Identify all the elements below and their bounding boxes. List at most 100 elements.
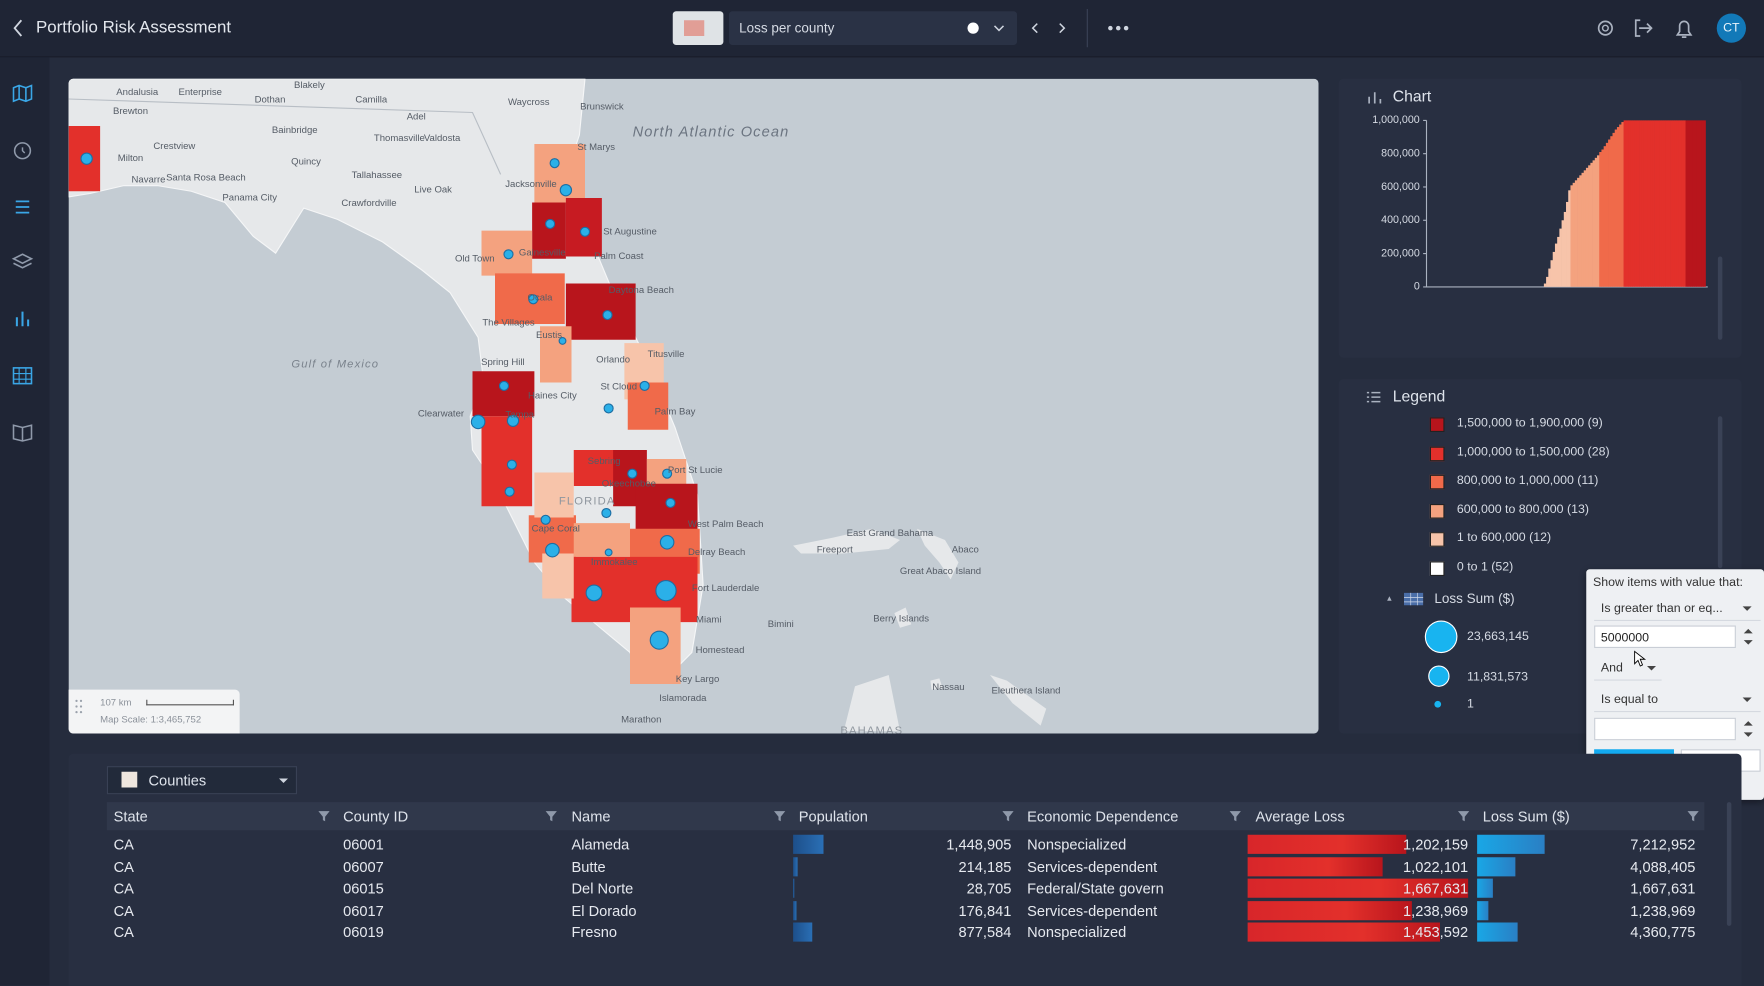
nav-arrows[interactable]: [1024, 17, 1074, 40]
chart: 0 200,000 400,000 600,000 800,000 1,000,000: [1372, 114, 1708, 293]
path: [1743, 628, 1753, 645]
size-legend-icon[interactable]: [1384, 590, 1429, 608]
table-cell: El Dorado: [571, 902, 637, 919]
cell-bar: [1477, 834, 1545, 854]
circle: [79, 699, 83, 702]
map-label: BAHAMAS: [840, 725, 903, 733]
sidebar-icons[interactable]: [9, 81, 36, 452]
bar: [1577, 177, 1580, 287]
y-tick-label: 600,000: [1381, 181, 1420, 193]
joiner-dropdown[interactable]: And: [1594, 656, 1662, 681]
size-legend-symbols: [1424, 620, 1458, 708]
table-cell: 4,360,775: [1630, 924, 1696, 941]
map-label: Milton: [118, 153, 143, 164]
column-filter[interactable]: [1229, 809, 1243, 823]
layer-controls[interactable]: [963, 17, 1013, 40]
map-label: Ocala: [528, 293, 554, 304]
table-cell: 06015: [343, 879, 384, 897]
map[interactable]: Andalusia Enterprise Blakely Dothan Camilla W…: [68, 78, 1319, 734]
table-cell: Alameda: [571, 835, 630, 853]
column-filter[interactable]: [1457, 809, 1471, 823]
path: [1059, 23, 1066, 34]
bar: [1639, 120, 1642, 287]
avatar[interactable]: CT: [1716, 13, 1746, 43]
scale-bar: [146, 699, 234, 706]
value-input[interactable]: [1594, 717, 1736, 741]
scale-text: Map Scale: 1:3,465,752: [100, 713, 202, 725]
size-legend-title: Loss Sum ($): [1434, 590, 1515, 607]
map-label: Sebring: [588, 456, 621, 467]
layer-thumbnail[interactable]: [672, 11, 724, 45]
table-cell: 4,088,405: [1630, 857, 1696, 875]
map-label: Crawfordville: [341, 198, 396, 209]
circle: [80, 152, 93, 165]
circle: [504, 486, 515, 497]
bar: [1676, 120, 1680, 287]
polygon: [843, 675, 900, 732]
map-label: Cape Coral: [532, 523, 580, 534]
path: [15, 311, 30, 327]
column-filter[interactable]: [545, 809, 559, 823]
map-label: Gainesville: [519, 248, 566, 259]
bar: [1570, 185, 1573, 287]
bar: [1672, 120, 1675, 287]
legend-swatch: [1429, 532, 1445, 548]
spinner[interactable]: [1742, 718, 1756, 741]
map-label: Palm Bay: [655, 406, 696, 417]
bar: [1652, 120, 1655, 287]
legend-swatch: [1429, 446, 1445, 461]
path: [15, 200, 30, 214]
map-label: St Augustine: [603, 226, 657, 237]
bar: [1608, 139, 1611, 287]
cell-bar: [1477, 900, 1489, 921]
spinner[interactable]: [1742, 626, 1756, 649]
column-filter[interactable]: [317, 809, 331, 823]
y-tick-label: 400,000: [1381, 214, 1420, 226]
drag-handle[interactable]: [73, 698, 84, 716]
scrollbar[interactable]: [1726, 802, 1732, 926]
rect: [540, 326, 572, 383]
cell-bar: [793, 878, 794, 898]
bar: [1550, 260, 1554, 287]
bar: [1645, 120, 1649, 287]
map-label: Waycross: [508, 97, 550, 108]
scrollbar[interactable]: [1717, 256, 1723, 340]
bar: [1548, 268, 1551, 287]
circle: [549, 158, 560, 169]
bar: [1647, 120, 1651, 287]
path: [318, 811, 330, 822]
column-filter[interactable]: [773, 809, 787, 823]
bar: [1583, 170, 1587, 287]
bar: [1572, 182, 1576, 287]
back-button[interactable]: [9, 18, 27, 38]
circle: [585, 584, 603, 602]
div: [684, 20, 705, 36]
bar: [1687, 120, 1691, 287]
header-icons[interactable]: [1593, 16, 1706, 41]
rect: [627, 382, 669, 430]
table-cell: 28,705: [966, 879, 1012, 897]
bar: [1614, 129, 1618, 287]
circle: [75, 711, 78, 714]
column-filter[interactable]: [1686, 809, 1700, 823]
scrollbar[interactable]: [1717, 416, 1723, 569]
path: [12, 84, 33, 103]
layer-dropdown[interactable]: [106, 766, 297, 795]
table-cell: 06019: [343, 924, 384, 941]
table-cell: CA: [113, 902, 134, 919]
table-cell: 1,238,969: [1403, 902, 1469, 919]
circle: [79, 705, 83, 708]
condition-dropdown[interactable]: Is greater than or eq...: [1594, 596, 1761, 621]
more-button[interactable]: [1106, 17, 1131, 40]
legend-label: 600,000 to 800,000 (13): [1456, 502, 1589, 517]
map-label: Marathon: [621, 715, 661, 726]
bar: [1610, 136, 1613, 287]
condition-dropdown[interactable]: Is equal to: [1594, 687, 1761, 713]
column-filter[interactable]: [1001, 809, 1015, 823]
rect: [565, 283, 636, 340]
column-header: County ID: [343, 807, 409, 825]
value-input[interactable]: 5000000: [1594, 625, 1736, 648]
circle: [1601, 24, 1609, 32]
